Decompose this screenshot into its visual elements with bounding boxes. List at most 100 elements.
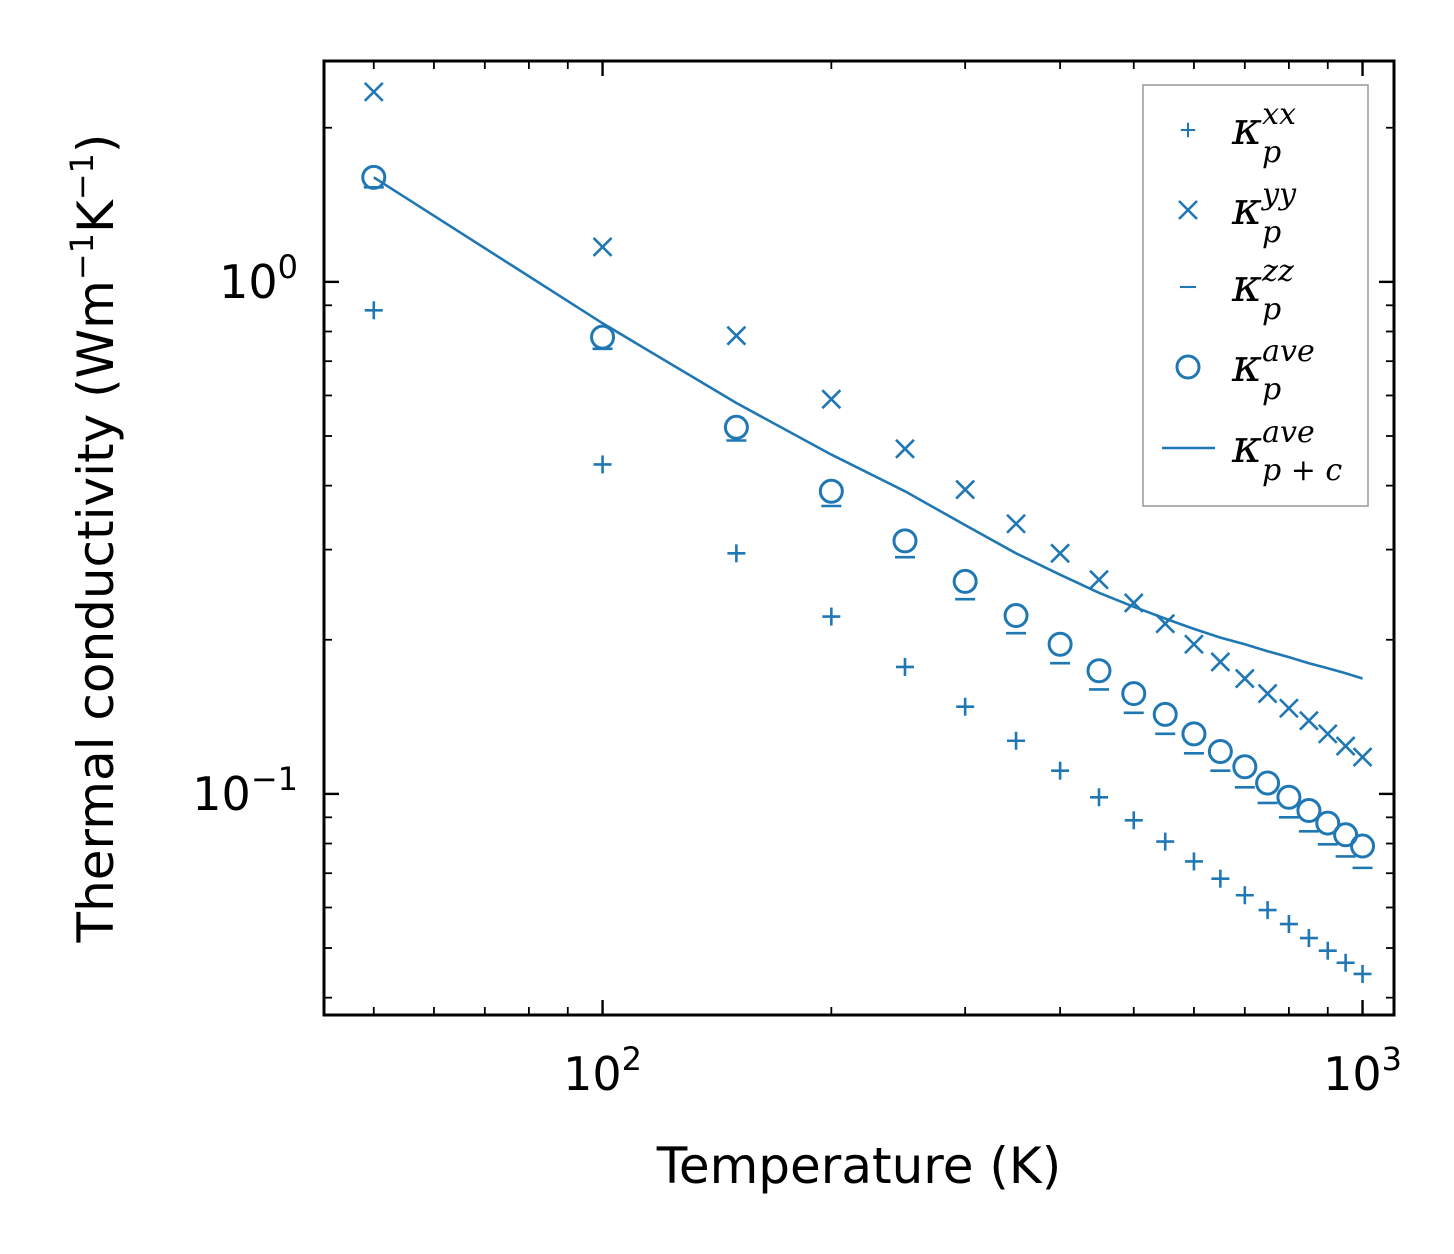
point-circle-300-c xyxy=(952,568,978,594)
point-x-1000 xyxy=(1352,747,1373,768)
legend-marker-x xyxy=(1178,200,1198,220)
point-x-150 xyxy=(726,325,747,346)
point-plus-650 xyxy=(1211,869,1230,888)
y-tick-label: 10−1 xyxy=(192,760,298,821)
point-circle-1000-c xyxy=(1350,833,1376,859)
point-x-800 xyxy=(1278,698,1299,719)
point-circle-600-c xyxy=(1181,721,1207,747)
point-x-400-b xyxy=(1050,543,1071,564)
point-plus-400 xyxy=(1051,761,1070,780)
point-x-100-b xyxy=(592,237,613,257)
point-x-350 xyxy=(1006,513,1026,534)
point-x-400 xyxy=(1050,543,1071,564)
point-x-450 xyxy=(1089,569,1109,590)
point-plus-200 xyxy=(822,607,841,626)
point-plus-300 xyxy=(956,697,975,716)
point-x-650-b xyxy=(1210,652,1231,672)
point-circle-900-c xyxy=(1315,810,1341,836)
point-x-250-b xyxy=(895,438,915,459)
legend-item-line: κave p + c xyxy=(1162,415,1342,488)
point-x-600-b xyxy=(1184,634,1204,655)
point-circle-200-c xyxy=(818,478,844,504)
point-x-250 xyxy=(895,438,915,459)
legend-label: κave p + c xyxy=(1231,415,1342,488)
point-circle-900 xyxy=(1315,810,1341,836)
point-circle-750 xyxy=(1255,770,1281,796)
point-circle-450-c xyxy=(1086,658,1112,684)
x-tick-label: 103 xyxy=(1323,1040,1402,1101)
legend-box xyxy=(1142,84,1369,507)
point-x-900 xyxy=(1317,723,1338,744)
axis-ticks: 102 103 100 10−1 xyxy=(192,61,1402,1101)
point-x-200-b xyxy=(821,389,842,410)
series-circle xyxy=(361,164,1376,859)
point-x-850-b xyxy=(1298,710,1319,731)
point-circle-250-c xyxy=(892,528,918,554)
point-circle-650-c xyxy=(1207,739,1233,765)
point-x-550-b xyxy=(1155,613,1176,634)
point-plus-750 xyxy=(1258,901,1277,920)
legend-label: κxx p xyxy=(1231,97,1296,170)
point-circle-400-c xyxy=(1047,631,1073,657)
point-x-150-b xyxy=(726,325,747,346)
point-plus-900 xyxy=(1318,941,1337,960)
legend-item-plus: κxx p xyxy=(1180,97,1296,170)
point-circle-100-c xyxy=(590,324,616,350)
series-plus xyxy=(364,301,1372,983)
point-x-350-b xyxy=(1006,513,1026,534)
point-plus-600 xyxy=(1184,852,1203,871)
point-circle-500-c xyxy=(1121,681,1147,707)
point-circle-200 xyxy=(818,478,844,504)
point-x-700-b xyxy=(1234,668,1255,689)
point-circle-800-c xyxy=(1276,784,1302,810)
point-circle-50-c xyxy=(361,164,387,190)
legend-marker-circle-c xyxy=(1175,354,1201,380)
point-circle-950-c xyxy=(1333,822,1359,848)
axes-frame xyxy=(322,59,1396,1017)
point-circle-450 xyxy=(1086,658,1112,684)
point-plus-550 xyxy=(1156,832,1175,851)
point-circle-350 xyxy=(1003,603,1029,629)
legend-label: κave p xyxy=(1231,334,1315,407)
point-x-100 xyxy=(592,237,613,257)
point-circle-1000 xyxy=(1350,833,1376,859)
point-plus-1000 xyxy=(1353,964,1372,983)
point-plus-100 xyxy=(593,455,612,474)
point-plus-850 xyxy=(1299,929,1318,948)
point-x-200 xyxy=(821,389,842,410)
point-plus-50 xyxy=(364,301,383,320)
point-x-950 xyxy=(1335,736,1356,756)
x-tick-label: 102 xyxy=(563,1040,642,1101)
point-circle-100 xyxy=(590,324,616,350)
point-x-750 xyxy=(1257,683,1278,704)
series-line-kappa-pc-ave xyxy=(373,176,1363,680)
point-circle-850 xyxy=(1296,798,1322,824)
point-circle-350-c xyxy=(1003,603,1029,629)
legend-item-circle: κave p xyxy=(1175,334,1315,407)
point-x-750-b xyxy=(1257,683,1278,704)
point-x-300-b xyxy=(955,479,976,500)
point-plus-350 xyxy=(1007,731,1026,750)
point-x-1000-b xyxy=(1352,747,1373,768)
point-circle-700-c xyxy=(1232,754,1258,780)
legend-label: κyy p xyxy=(1231,177,1297,250)
point-x-900-b xyxy=(1317,723,1338,744)
point-x-500-b xyxy=(1123,593,1144,613)
legend-label: κzz p xyxy=(1231,254,1294,327)
point-x-950-b xyxy=(1335,736,1356,756)
legend-marker-plus xyxy=(1180,122,1196,138)
point-x-700 xyxy=(1234,668,1255,689)
point-plus-500 xyxy=(1124,811,1143,830)
x-axis-label: Temperature (K) xyxy=(656,1137,1061,1195)
point-plus-800 xyxy=(1279,915,1298,934)
point-x-300 xyxy=(955,479,976,500)
y-tick-label: 100 xyxy=(219,248,298,309)
y-axis-label: Thermal conductivity (Wm−1K−1) xyxy=(63,134,125,944)
series-line xyxy=(373,176,1363,680)
point-circle-400 xyxy=(1047,631,1073,657)
legend-item-x: κyy p xyxy=(1178,177,1297,250)
data-marks xyxy=(361,81,1376,983)
point-circle-50 xyxy=(361,164,387,190)
